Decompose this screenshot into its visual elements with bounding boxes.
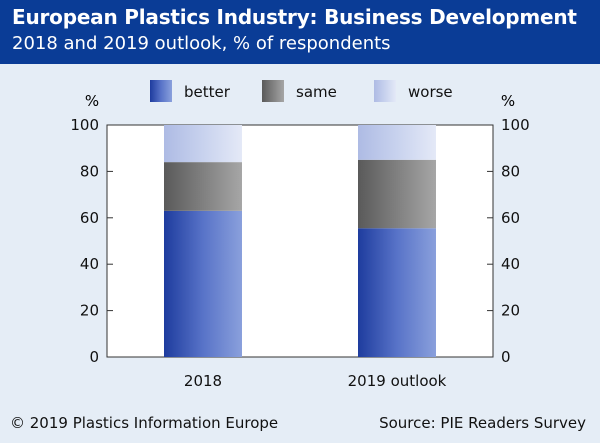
legend: better same worse [150, 80, 453, 102]
legend-swatch-better [150, 80, 172, 102]
bar-same-0 [164, 162, 242, 211]
y-tick-label-left: 100 [70, 116, 99, 134]
legend-label-worse: worse [408, 83, 453, 101]
bar-worse-0 [164, 125, 242, 163]
y-tick-label-right: 20 [501, 302, 520, 320]
y-tick-label-left: 20 [80, 302, 99, 320]
legend-label-better: better [184, 83, 231, 101]
y-tick-label-right: 0 [501, 348, 511, 366]
y-tick-label-right: 80 [501, 162, 520, 180]
y-tick-label-left: 60 [80, 209, 99, 227]
bars [164, 125, 436, 357]
y-tick-label-left: 80 [80, 162, 99, 180]
legend-swatch-worse [374, 80, 396, 102]
source-text: Source: PIE Readers Survey [379, 414, 586, 432]
y-axis-label-right: % [501, 92, 515, 110]
y-tick-label-left: 0 [89, 348, 99, 366]
stacked-bar-chart: better same worse % % 0 0 20 20 40 40 60 60 80 80 10… [70, 80, 530, 390]
x-tick-label: 2018 [184, 372, 222, 390]
legend-swatch-same [262, 80, 284, 102]
y-tick-label-right: 100 [501, 116, 530, 134]
y-tick-label-right: 40 [501, 255, 520, 273]
y-axis-label-left: % [85, 92, 99, 110]
copyright-text: © 2019 Plastics Information Europe [10, 414, 279, 432]
chart-header: European Plastics Industry: Business Dev… [0, 0, 600, 64]
y-tick-label-left: 40 [80, 255, 99, 273]
y-tick-label-right: 60 [501, 209, 520, 227]
chart-subtitle: 2018 and 2019 outlook, % of respondents [12, 33, 391, 54]
x-tick-label: 2019 outlook [348, 372, 447, 390]
bar-worse-1 [358, 125, 436, 160]
x-tick-labels: 2018 2019 outlook [184, 372, 447, 390]
y-ticks: 0 0 20 20 40 40 60 60 80 80 100 100 [70, 116, 529, 366]
bar-same-1 [358, 159, 436, 229]
bar-better-1 [358, 228, 436, 357]
legend-label-same: same [296, 83, 337, 101]
chart-title: European Plastics Industry: Business Dev… [12, 5, 577, 29]
bar-better-0 [164, 210, 242, 357]
